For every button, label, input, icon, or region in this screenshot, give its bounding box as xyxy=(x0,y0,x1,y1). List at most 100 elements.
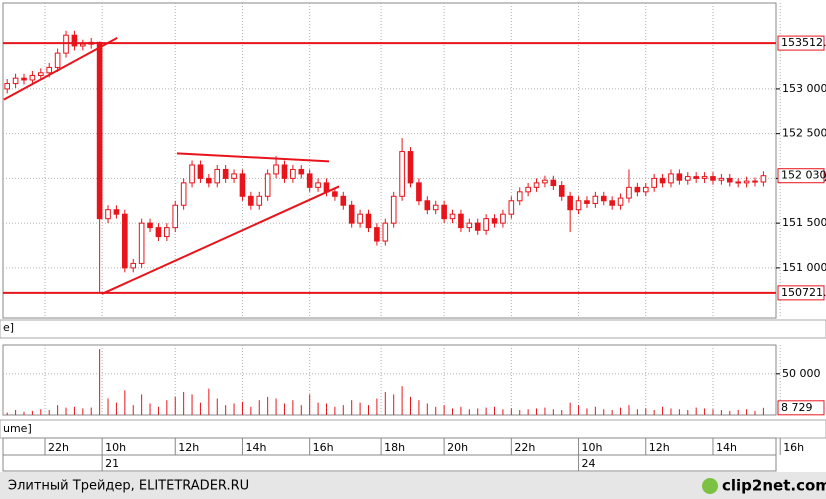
volume-label: ume] xyxy=(3,422,32,435)
candle-body xyxy=(701,176,708,179)
candle-body xyxy=(239,173,246,197)
candle-body xyxy=(449,213,456,220)
x-tick-label: 14h xyxy=(245,441,266,454)
candle-body xyxy=(508,200,515,215)
candle-body xyxy=(500,213,506,224)
candle-body xyxy=(390,195,397,224)
footer xyxy=(0,472,826,499)
x-tick-label: 20h xyxy=(447,441,468,454)
candle-body xyxy=(214,168,221,184)
candle-body xyxy=(592,195,599,204)
candle-body xyxy=(626,186,632,199)
candle-body xyxy=(399,151,405,197)
logo-icon xyxy=(702,478,718,494)
candle-body xyxy=(617,197,624,206)
x-tick-label: 22h xyxy=(48,441,69,454)
candle-body xyxy=(340,195,347,206)
x-tick-label: 14h xyxy=(716,441,737,454)
candle-body xyxy=(374,227,380,242)
candle-body xyxy=(684,176,691,181)
level-label-box xyxy=(777,285,825,301)
last-price-label: 152 030 xyxy=(781,169,826,182)
candle-body xyxy=(760,175,767,183)
candle-body xyxy=(332,191,338,197)
candle-body xyxy=(542,179,548,184)
candle-body xyxy=(113,209,120,215)
candle-body xyxy=(516,191,523,202)
candle-body xyxy=(298,168,305,175)
candle-body xyxy=(206,177,212,184)
candle-body xyxy=(651,177,657,188)
candle-body xyxy=(29,74,36,81)
candle-body xyxy=(357,213,363,224)
candle-body xyxy=(533,182,540,188)
last-volume-label: 8 729 xyxy=(781,401,813,414)
candle-body xyxy=(306,173,313,188)
y-tick-label: 151 000 xyxy=(782,261,826,274)
candle-body xyxy=(147,222,153,229)
candle-body xyxy=(130,262,137,269)
level-label: 150721. xyxy=(781,286,826,299)
candle-body xyxy=(458,213,464,229)
candle-body xyxy=(525,186,531,193)
candle-body xyxy=(180,182,187,206)
candle-body xyxy=(96,41,103,220)
candle-body xyxy=(407,151,414,184)
logo: clip2net.com xyxy=(722,477,826,495)
candle-body xyxy=(138,222,145,264)
candle-body xyxy=(122,213,128,269)
candle-body xyxy=(365,213,372,229)
volume-panel xyxy=(2,344,777,416)
y-tick-label: 152 500 xyxy=(782,127,826,140)
candle-body xyxy=(248,195,254,206)
candle-body xyxy=(584,200,590,204)
candle-body xyxy=(231,173,237,179)
candle-body xyxy=(264,173,271,197)
candle-body xyxy=(222,168,229,179)
x-tick-label: 16h xyxy=(313,441,334,454)
y-tick-label: 50 000 xyxy=(782,367,821,380)
candle-body xyxy=(567,195,573,211)
x-tick-label: 18h xyxy=(384,441,405,454)
candle-body xyxy=(743,180,750,184)
candle-body xyxy=(676,173,683,181)
candle-body xyxy=(634,186,641,193)
x-tick-label: 12h xyxy=(178,441,199,454)
trend-line xyxy=(176,152,330,163)
candle-body xyxy=(726,177,733,183)
candle-body xyxy=(80,43,86,47)
candle-body xyxy=(281,164,288,179)
candle-body xyxy=(718,177,725,181)
candle-body xyxy=(172,204,179,229)
last-volume-label-box xyxy=(777,400,825,416)
y-tick-label: 153 000 xyxy=(782,82,826,95)
candle-body xyxy=(575,200,582,211)
candle-body xyxy=(609,200,615,206)
candle-body xyxy=(735,181,742,184)
candle-body xyxy=(37,72,44,76)
candle-body xyxy=(659,177,666,184)
candle-body xyxy=(189,164,195,184)
candle-body xyxy=(474,222,481,231)
candle-body xyxy=(752,180,758,183)
candle-body xyxy=(46,66,53,74)
x-tick-label: 12h xyxy=(649,441,670,454)
candle-body xyxy=(483,218,489,231)
level-label: 153512. xyxy=(781,36,826,49)
candle-body xyxy=(491,218,498,224)
x-tick-label: 16h xyxy=(783,441,804,454)
last-price-label-box xyxy=(777,168,825,184)
candle-body xyxy=(441,204,447,220)
panel-label: e] xyxy=(3,321,14,334)
candle-body xyxy=(600,195,607,202)
candle-body xyxy=(416,182,422,202)
candle-body xyxy=(550,179,557,187)
candle-body xyxy=(273,164,279,175)
candle-body xyxy=(432,204,439,211)
candle-body xyxy=(105,209,111,220)
trend-line xyxy=(101,185,340,295)
volume-caption-strip xyxy=(0,419,826,439)
candle-body xyxy=(668,173,674,184)
x-tick-label: 10h xyxy=(582,441,603,454)
